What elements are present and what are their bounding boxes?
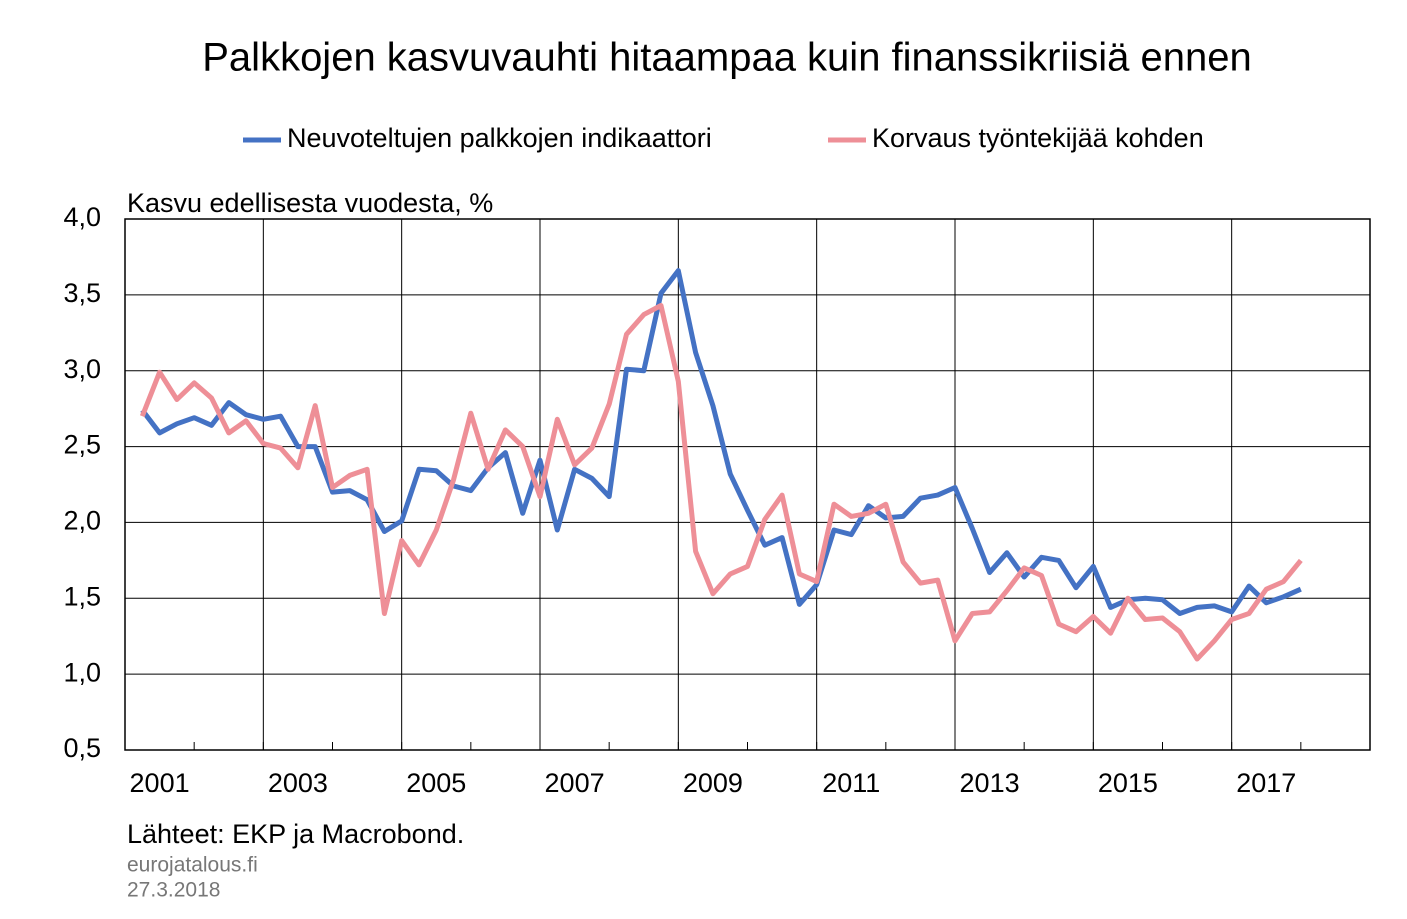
y-tick-label: 3,0 — [63, 354, 101, 384]
date: 27.3.2018 — [127, 879, 220, 902]
x-tick-label: 2017 — [1236, 768, 1296, 798]
y-tick-label: 2,0 — [63, 506, 101, 536]
source: Lähteet: EKP ja Macrobond. — [127, 819, 464, 849]
y-tick-label: 1,5 — [63, 581, 101, 611]
data-line — [140, 268, 1302, 616]
y-tick-label: 0,5 — [63, 733, 101, 763]
y-axis-label: Kasvu edellisesta vuodesta, % — [127, 188, 493, 218]
x-tick-label: 2007 — [545, 768, 605, 798]
legend-label: Korvaus työntekijää kohden — [872, 123, 1204, 153]
x-tick-label: 2009 — [683, 768, 743, 798]
y-tick-label: 1,0 — [63, 657, 101, 687]
x-tick-label: 2001 — [130, 768, 190, 798]
chart-title: Palkkojen kasvuvauhti hitaampaa kuin fin… — [202, 36, 1252, 80]
x-tick-label: 2015 — [1098, 768, 1158, 798]
x-tick-label: 2011 — [822, 768, 880, 798]
x-tick-label: 2003 — [268, 768, 328, 798]
y-tick-label: 3,5 — [63, 278, 101, 308]
x-tick-label: 2005 — [406, 768, 466, 798]
plot-frame — [124, 218, 1371, 751]
site: eurojatalous.fi — [127, 854, 258, 877]
y-tick-label: 2,5 — [63, 430, 101, 460]
data-line — [139, 303, 1303, 662]
y-tick-label: 4,0 — [63, 202, 101, 232]
x-tick-label: 2013 — [960, 768, 1020, 798]
legend-label: Neuvoteltujen palkkojen indikaattori — [287, 123, 712, 153]
